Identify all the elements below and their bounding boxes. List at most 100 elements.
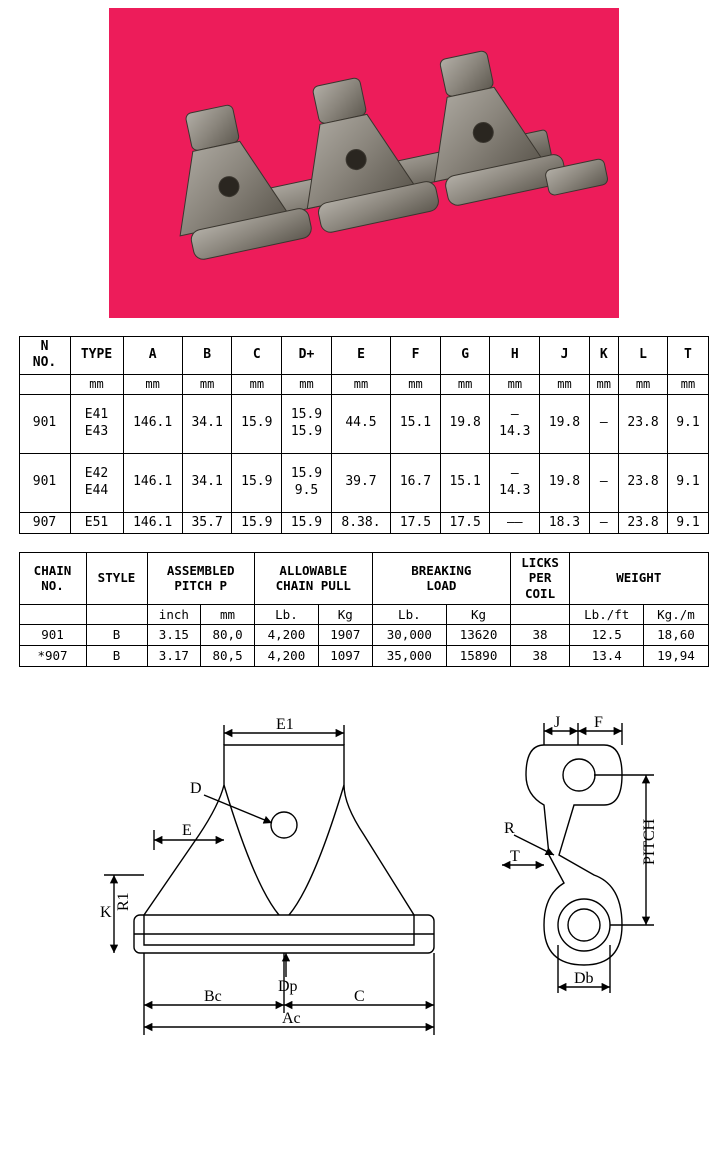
table-row: 907 E51 146.1 35.7 15.9 15.9 8.38. 17.5 … — [19, 512, 708, 533]
units-cell — [19, 604, 86, 625]
data-cell: 12.5 — [570, 625, 644, 646]
units-cell — [511, 604, 570, 625]
data-cell: 15.9 — [282, 512, 332, 533]
dim-label-f: F — [594, 714, 603, 731]
data-cell: 15.9 15.9 — [282, 394, 332, 453]
dim-label-j: J — [554, 714, 560, 731]
units-cell: mm — [282, 374, 332, 394]
units-cell: mm — [70, 374, 123, 394]
dim-label-r1: R1 — [115, 892, 132, 911]
data-cell: 13.4 — [570, 645, 644, 666]
dim-label-db: Db — [574, 970, 594, 987]
data-cell: 34.1 — [182, 453, 232, 512]
data-cell: 4,200 — [254, 625, 318, 646]
col-a: A — [123, 337, 182, 375]
units-cell: mm — [490, 374, 540, 394]
col-allowable-pull: ALLOWABLE CHAIN PULL — [254, 552, 372, 604]
units-cell: Lb. — [254, 604, 318, 625]
col-b: B — [182, 337, 232, 375]
col-c: C — [232, 337, 282, 375]
units-cell: Kg — [447, 604, 511, 625]
dim-label-k: K — [100, 904, 112, 921]
table-header-row: N NO. TYPE A B C D+ E F G H J K L T — [19, 337, 708, 375]
col-weight: WEIGHT — [570, 552, 708, 604]
data-cell: 23.8 — [618, 453, 668, 512]
units-cell: mm — [201, 604, 255, 625]
data-cell: 16.7 — [391, 453, 441, 512]
units-cell: mm — [123, 374, 182, 394]
dim-label-r: R — [504, 820, 515, 837]
data-cell: 17.5 — [391, 512, 441, 533]
dim-label-pitch: PITCH — [641, 818, 658, 865]
product-photo — [109, 8, 619, 318]
data-cell: 80,0 — [201, 625, 255, 646]
col-style: STYLE — [86, 552, 147, 604]
data-cell: 44.5 — [331, 394, 390, 453]
data-cell: 15890 — [447, 645, 511, 666]
dim-label-t: T — [510, 848, 520, 865]
dim-label-bc: Bc — [204, 988, 222, 1005]
data-cell: 9.1 — [668, 394, 708, 453]
col-nno: N NO. — [19, 337, 70, 375]
data-cell: 146.1 — [123, 453, 182, 512]
units-cell: Lb./ft — [570, 604, 644, 625]
data-cell: 23.8 — [618, 394, 668, 453]
units-cell: mm — [589, 374, 618, 394]
dim-label-d: D — [190, 780, 202, 797]
data-cell: 8.38. — [331, 512, 390, 533]
units-cell: mm — [440, 374, 490, 394]
units-cell: mm — [232, 374, 282, 394]
col-breaking-load: BREAKING LOAD — [372, 552, 510, 604]
col-l: L — [618, 337, 668, 375]
col-pitch: ASSEMBLED PITCH P — [147, 552, 254, 604]
table-header-row: CHAIN NO. STYLE ASSEMBLED PITCH P ALLOWA… — [19, 552, 708, 604]
data-cell: 35.7 — [182, 512, 232, 533]
data-cell: B — [86, 625, 147, 646]
data-cell: — — [589, 394, 618, 453]
col-k: K — [589, 337, 618, 375]
data-cell: 18.3 — [540, 512, 590, 533]
col-type: TYPE — [70, 337, 123, 375]
units-cell: inch — [147, 604, 201, 625]
product-photo-container — [0, 0, 727, 318]
units-cell: mm — [331, 374, 390, 394]
col-links-per-coil: LICKS PER COIL — [511, 552, 570, 604]
data-cell: — 14.3 — [490, 394, 540, 453]
units-cell — [86, 604, 147, 625]
dim-label-e: E — [182, 822, 192, 839]
col-d: D+ — [282, 337, 332, 375]
col-t: T — [668, 337, 708, 375]
col-chain-no: CHAIN NO. — [19, 552, 86, 604]
col-f: F — [391, 337, 441, 375]
col-g: G — [440, 337, 490, 375]
data-cell: 30,000 — [372, 625, 446, 646]
data-cell: 19.8 — [440, 394, 490, 453]
data-cell: B — [86, 645, 147, 666]
data-cell: *907 — [19, 645, 86, 666]
data-cell: 146.1 — [123, 512, 182, 533]
data-cell: 19.8 — [540, 394, 590, 453]
data-cell: 901 — [19, 625, 86, 646]
units-cell: mm — [182, 374, 232, 394]
data-cell: 18,60 — [644, 625, 708, 646]
table-row: 901 E42 E44 146.1 34.1 15.9 15.9 9.5 39.… — [19, 453, 708, 512]
data-cell: 15.1 — [440, 453, 490, 512]
table-row: 901 E41 E43 146.1 34.1 15.9 15.9 15.9 44… — [19, 394, 708, 453]
data-cell: 9.1 — [668, 453, 708, 512]
data-cell: 19,94 — [644, 645, 708, 666]
dim-label-c: C — [354, 988, 365, 1005]
photo-illustration — [109, 8, 619, 318]
data-cell: —— — [490, 512, 540, 533]
units-row: mm mm mm mm mm mm mm mm mm mm mm mm mm — [19, 374, 708, 394]
data-cell: 3.17 — [147, 645, 201, 666]
data-cell: 9.1 — [668, 512, 708, 533]
data-cell: — 14.3 — [490, 453, 540, 512]
col-e: E — [331, 337, 390, 375]
units-cell: mm — [540, 374, 590, 394]
units-cell — [19, 374, 70, 394]
data-cell: 1907 — [318, 625, 372, 646]
technical-drawing: E1 D E K R1 Dp Bc C Ac — [24, 695, 704, 1055]
data-cell: 4,200 — [254, 645, 318, 666]
dimensions-table: N NO. TYPE A B C D+ E F G H J K L T mm m… — [19, 336, 709, 534]
col-j: J — [540, 337, 590, 375]
